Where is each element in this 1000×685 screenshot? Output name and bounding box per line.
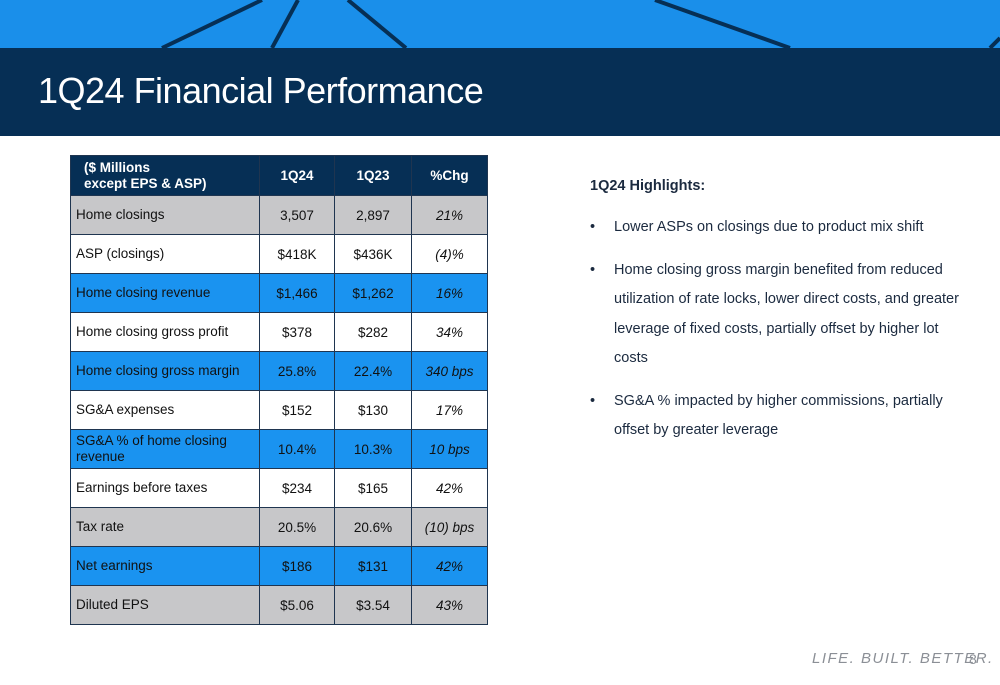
row-label: Home closing revenue [70,273,260,313]
cell-pct-chg: 42% [411,468,488,508]
bullet-icon: • [590,392,596,409]
table-row-asp: ASP (closings) $418K $436K (4)% [70,234,488,274]
cell-pct-chg: 42% [411,546,488,586]
cell-1q23: 10.3% [334,429,412,469]
cell-1q24: $152 [259,390,335,430]
cell-pct-chg: 17% [411,390,488,430]
cell-pct-chg: 10 bps [411,429,488,469]
row-label: SG&A % of home closing revenue [70,429,260,469]
column-header-1q24: 1Q24 [259,155,335,196]
cell-1q23: $130 [334,390,412,430]
cell-1q24: $418K [259,234,335,274]
row-label: Home closing gross margin [70,351,260,391]
cell-1q23: $282 [334,312,412,352]
row-label: Diluted EPS [70,585,260,625]
header-label-line-1: ($ Millions [84,159,151,175]
list-item: • SG&A % impacted by higher commissions, … [590,387,960,446]
highlights-title: 1Q24 Highlights: [590,178,706,194]
cell-1q23: $436K [334,234,412,274]
cell-1q24: $186 [259,546,335,586]
cell-1q24: 10.4% [259,429,335,469]
header-decorative-band [0,0,1000,48]
page-number: 8 [969,651,977,667]
bullet-icon: • [590,219,596,235]
row-label: Tax rate [70,507,260,547]
cell-1q24: $1,466 [259,273,335,313]
cell-pct-chg: 21% [411,195,488,235]
table-header-label: ($ Millions except EPS & ASP) [70,155,260,196]
cell-1q23: 22.4% [334,351,412,391]
cell-1q23: $3.54 [334,585,412,625]
table-row-sga-expenses: SG&A expenses $152 $130 17% [70,390,488,430]
cell-pct-chg: (10) bps [411,507,488,547]
cell-1q23: 2,897 [334,195,412,235]
table-row-sga-pct: SG&A % of home closing revenue 10.4% 10.… [70,429,488,469]
footer-tagline: LIFE. BUILT. BETTER. [812,650,994,667]
title-bar [0,48,1000,136]
row-label: ASP (closings) [70,234,260,274]
cell-1q24: $5.06 [259,585,335,625]
table-row-diluted-eps: Diluted EPS $5.06 $3.54 43% [70,585,488,625]
cell-pct-chg: (4)% [411,234,488,274]
cell-1q24: $378 [259,312,335,352]
bullet-icon: • [590,261,596,278]
cell-1q23: 20.6% [334,507,412,547]
decorative-lines-graphic [161,0,1000,48]
highlights-section: 1Q24 Highlights: • Lower ASPs on closings… [590,178,960,459]
highlights-list: • Lower ASPs on closings due to product m… [590,213,960,446]
page-title: 1Q24 Financial Performance [38,70,484,111]
list-item: • Home closing gross margin benefited fro… [590,256,960,374]
cell-pct-chg: 34% [411,312,488,352]
row-label: SG&A expenses [70,390,260,430]
highlight-text: Lower ASPs on closings due to product mi… [614,219,924,235]
row-label: Home closings [70,195,260,235]
list-item: • Lower ASPs on closings due to product m… [590,213,960,243]
column-header-pct-chg: %Chg [411,155,488,196]
row-label: Home closing gross profit [70,312,260,352]
cell-1q24: 3,507 [259,195,335,235]
table-header-row: ($ Millions except EPS & ASP) 1Q24 1Q23 %… [70,155,488,196]
cell-pct-chg: 43% [411,585,488,625]
table-row-home-closings: Home closings 3,507 2,897 21% [70,195,488,235]
table-row-home-closing-revenue: Home closing revenue $1,466 $1,262 16% [70,273,488,313]
row-label: Earnings before taxes [70,468,260,508]
row-label: Net earnings [70,546,260,586]
cell-pct-chg: 340 bps [411,351,488,391]
cell-1q24: 25.8% [259,351,335,391]
cell-1q24: $234 [259,468,335,508]
column-header-1q23: 1Q23 [334,155,412,196]
financial-table: ($ Millions except EPS & ASP) 1Q24 1Q23 %… [70,155,488,625]
cell-1q23: $165 [334,468,412,508]
table-row-ebt: Earnings before taxes $234 $165 42% [70,468,488,508]
highlight-text: SG&A % impacted by higher commissions, p… [614,392,943,439]
cell-1q24: 20.5% [259,507,335,547]
highlight-text: Home closing gross margin benefited from… [614,261,959,367]
cell-1q23: $1,262 [334,273,412,313]
table-row-gross-margin: Home closing gross margin 25.8% 22.4% 34… [70,351,488,391]
header-label-line-2: except EPS & ASP) [84,175,207,191]
cell-pct-chg: 16% [411,273,488,313]
table-row-tax-rate: Tax rate 20.5% 20.6% (10) bps [70,507,488,547]
cell-1q23: $131 [334,546,412,586]
table-row-gross-profit: Home closing gross profit $378 $282 34% [70,312,488,352]
table-row-net-earnings: Net earnings $186 $131 42% [70,546,488,586]
